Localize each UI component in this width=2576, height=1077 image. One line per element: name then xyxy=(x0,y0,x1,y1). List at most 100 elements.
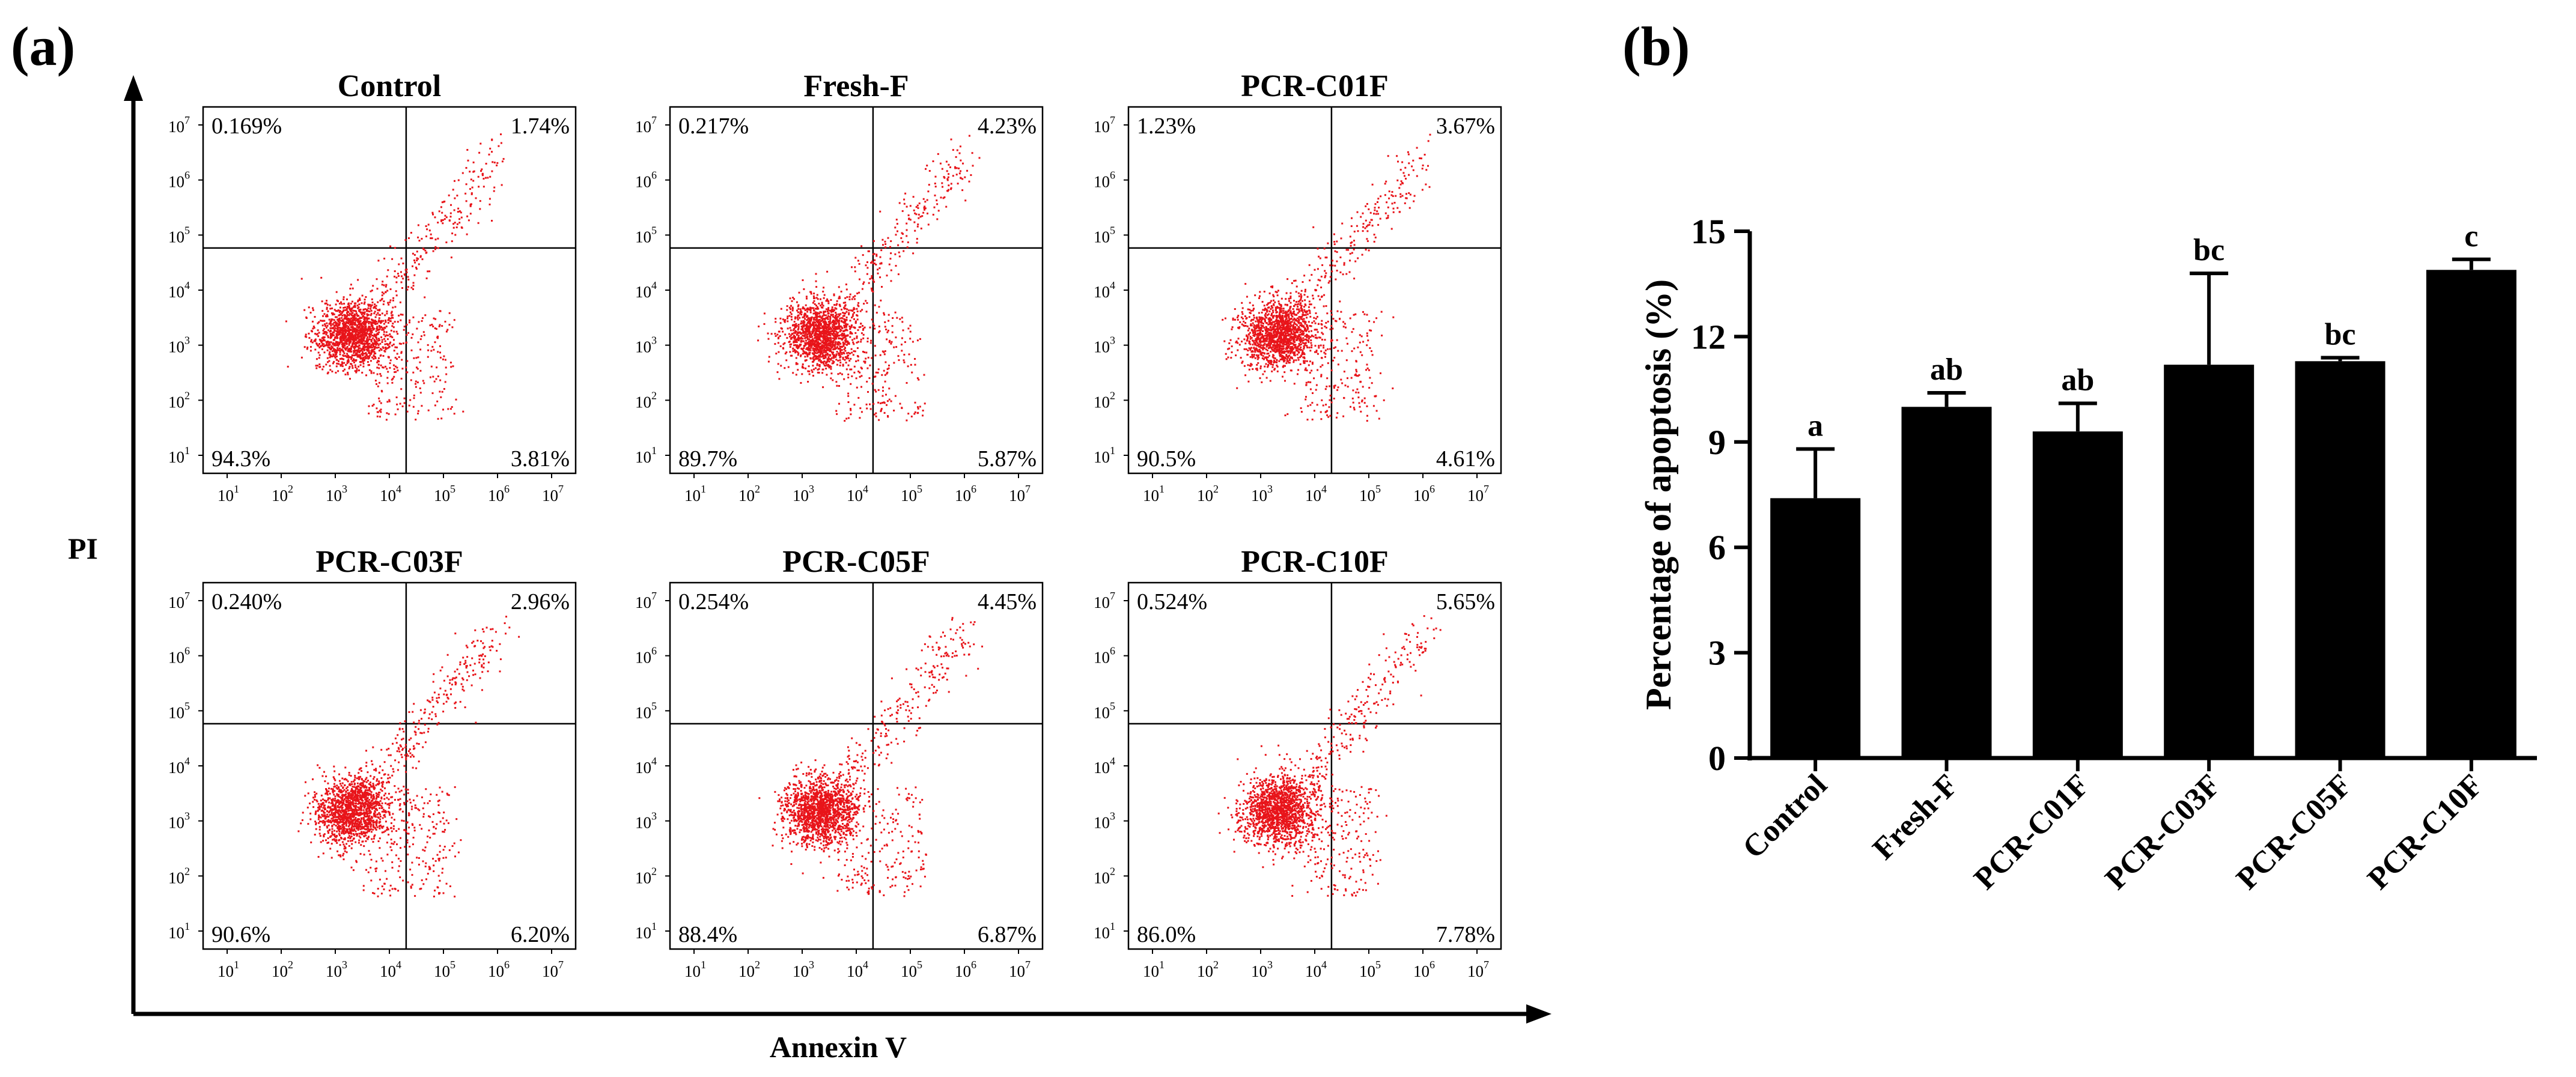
scatter-point xyxy=(386,312,388,315)
scatter-point xyxy=(815,344,818,347)
scatter-point xyxy=(383,293,385,295)
scatter-point xyxy=(396,366,398,369)
scatter-point xyxy=(412,333,414,336)
scatter-point xyxy=(790,343,793,345)
scatter-point xyxy=(857,341,859,343)
scatter-point xyxy=(345,336,347,338)
scatter-point xyxy=(1282,357,1285,360)
scatter-point xyxy=(818,312,820,315)
scatter-point xyxy=(359,354,361,357)
scatter-point xyxy=(374,380,377,382)
scatter-point xyxy=(836,326,838,328)
scatter-point xyxy=(1276,291,1278,294)
scatter-point xyxy=(1241,317,1244,320)
scatter-point xyxy=(448,219,451,222)
scatter-point xyxy=(1268,362,1271,365)
scatter-point xyxy=(1315,318,1317,320)
scatter-point xyxy=(890,252,892,255)
scatter-point xyxy=(353,343,356,345)
scatter-point xyxy=(1254,351,1256,353)
scatter-point xyxy=(1266,304,1268,306)
scatter-point xyxy=(841,352,843,354)
scatter-point xyxy=(1262,338,1265,341)
scatter-point xyxy=(469,171,471,173)
scatter-point xyxy=(356,345,359,348)
scatter-point xyxy=(1297,326,1300,328)
scatter-point xyxy=(448,324,451,326)
scatter-point xyxy=(815,305,817,307)
scatter-point xyxy=(1232,318,1234,321)
scatter-point xyxy=(799,311,802,314)
y-tick-exponent: 4 xyxy=(184,279,190,291)
scatter-point xyxy=(1303,346,1305,348)
scatter-point xyxy=(823,345,825,347)
scatter-point xyxy=(326,314,328,316)
scatter-point xyxy=(358,326,360,328)
scatter-point xyxy=(367,307,370,309)
scatter-point xyxy=(1261,381,1263,383)
scatter-point xyxy=(827,363,829,366)
scatter-point xyxy=(798,291,800,294)
scatter-point xyxy=(1261,357,1264,359)
scatter-point xyxy=(1288,354,1291,357)
scatter-point xyxy=(326,357,329,359)
scatter-point xyxy=(331,370,333,372)
scatter-point xyxy=(832,362,835,364)
scatter-point xyxy=(901,407,903,409)
scatter-point xyxy=(845,284,847,285)
scatter-point xyxy=(348,341,350,344)
quadrant-upper-right: 1.74% xyxy=(511,114,570,139)
scatter-point xyxy=(305,316,308,318)
scatter-point xyxy=(412,282,415,284)
scatter-point xyxy=(1273,299,1274,302)
scatter-point xyxy=(888,367,890,369)
scatter-point xyxy=(874,389,876,391)
scatter-point xyxy=(824,365,827,367)
scatter-point xyxy=(1241,302,1243,304)
scatter-point xyxy=(1278,321,1280,323)
scatter-point xyxy=(1290,339,1293,341)
scatter-point xyxy=(819,348,821,350)
scatter-point xyxy=(1255,354,1258,356)
scatter-point xyxy=(365,374,367,377)
scatter-point xyxy=(1270,361,1272,363)
scatter-point xyxy=(877,368,880,371)
scatter-point xyxy=(863,281,865,284)
scatter-point xyxy=(348,328,350,330)
scatter-point xyxy=(333,309,336,311)
scatter-point xyxy=(347,330,349,332)
scatter-point xyxy=(379,299,382,302)
scatter-point xyxy=(816,356,818,357)
scatter-point xyxy=(852,313,854,315)
scatter-point xyxy=(387,322,389,324)
scatter-point xyxy=(1267,356,1269,359)
scatter-point xyxy=(323,313,326,315)
scatter-point xyxy=(385,291,387,294)
scatter-point xyxy=(817,341,820,343)
scatter-point xyxy=(376,338,378,341)
scatter-point xyxy=(1287,350,1290,353)
scatter-point xyxy=(862,351,864,353)
y-tick-exponent: 2 xyxy=(184,389,190,401)
scatter-point xyxy=(844,325,847,327)
scatter-point xyxy=(791,300,793,302)
scatter-point xyxy=(890,342,892,345)
scatter-point xyxy=(907,413,910,415)
scatter-point xyxy=(844,302,847,304)
scatter-point xyxy=(1282,343,1284,345)
scatter-point xyxy=(816,364,818,366)
scatter-point xyxy=(797,308,800,310)
scatter-point xyxy=(811,345,813,347)
scatter-point xyxy=(433,348,435,351)
scatter-point xyxy=(784,333,787,336)
scatter-point xyxy=(806,322,809,324)
scatter-point xyxy=(1298,335,1300,338)
scatter-point xyxy=(806,336,808,338)
scatter-point xyxy=(359,349,362,351)
scatter-point xyxy=(862,254,864,256)
scatter-point xyxy=(836,384,838,387)
scatter-point xyxy=(794,339,796,342)
scatter-point xyxy=(812,365,814,367)
scatter-point xyxy=(407,286,409,288)
scatter-point xyxy=(822,290,824,293)
